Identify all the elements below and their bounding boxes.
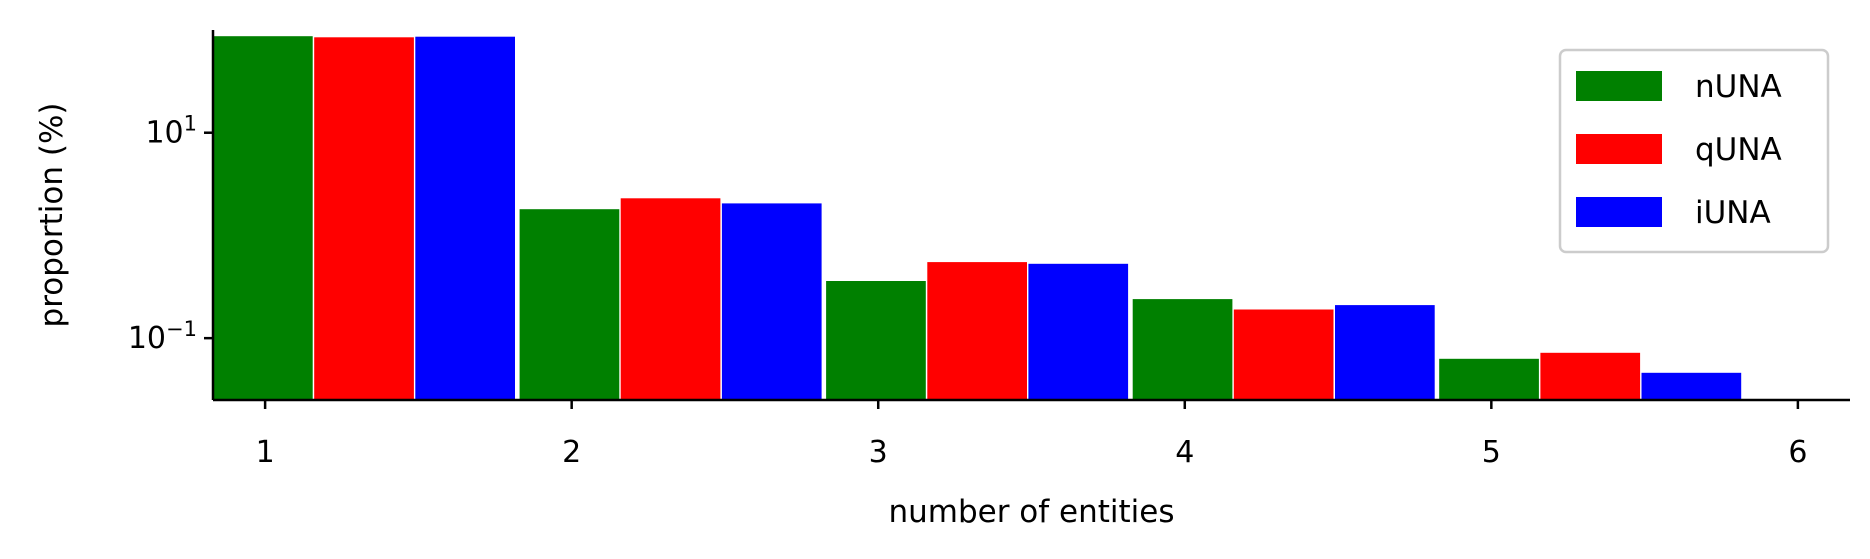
bar-qUNA-4 — [1233, 309, 1334, 400]
bars-layer — [213, 36, 1742, 401]
x-axis-label: number of entities — [888, 494, 1174, 530]
bar-nUNA-2 — [519, 209, 620, 400]
bar-iUNA-1 — [415, 36, 515, 400]
x-tick-label: 3 — [869, 435, 888, 470]
bar-nUNA-4 — [1132, 299, 1233, 400]
x-tick-label: 2 — [562, 435, 581, 470]
legend-swatch-nUNA — [1576, 71, 1662, 101]
y-axis-ticks: 101 10−1 — [128, 112, 213, 356]
bar-iUNA-2 — [721, 203, 822, 400]
legend-swatch-iUNA — [1576, 197, 1662, 227]
y-tick-label: 101 — [145, 112, 197, 151]
legend-label-nUNA: nUNA — [1695, 69, 1782, 105]
bar-qUNA-2 — [620, 198, 721, 400]
legend-label-iUNA: iUNA — [1695, 195, 1771, 231]
bar-qUNA-5 — [1540, 352, 1641, 400]
x-tick-label: 5 — [1482, 435, 1501, 470]
bar-nUNA-5 — [1439, 358, 1539, 400]
bar-nUNA-1 — [213, 36, 313, 400]
bar-iUNA-5 — [1641, 372, 1742, 400]
x-tick-label: 6 — [1788, 435, 1807, 470]
legend-swatch-qUNA — [1576, 134, 1662, 164]
y-tick-label: 10−1 — [128, 317, 197, 356]
bar-qUNA-3 — [927, 262, 1027, 400]
x-tick-label: 4 — [1175, 435, 1194, 470]
bar-qUNA-1 — [314, 37, 414, 401]
x-tick-label: 1 — [256, 435, 275, 470]
bar-iUNA-3 — [1028, 263, 1129, 400]
legend: nUNA qUNA iUNA — [1558, 48, 1830, 254]
x-axis-ticks: 1 2 3 4 5 6 — [256, 400, 1807, 470]
legend-label-qUNA: qUNA — [1695, 132, 1782, 168]
bar-nUNA-3 — [826, 281, 926, 400]
y-axis-label: proportion (%) — [34, 103, 70, 328]
bar-iUNA-4 — [1335, 305, 1435, 400]
